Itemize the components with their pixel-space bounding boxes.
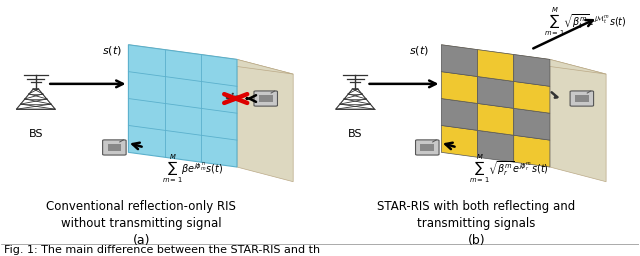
Text: without transmitting signal: without transmitting signal — [61, 217, 221, 230]
Polygon shape — [129, 45, 237, 167]
Bar — [575, 95, 589, 102]
Polygon shape — [477, 103, 514, 135]
Text: $\sum_{m=1}^{M}\sqrt{\beta_t^m}e^{j\mathcal{M}_t^m}s(t)$: $\sum_{m=1}^{M}\sqrt{\beta_t^m}e^{j\math… — [544, 6, 627, 38]
Polygon shape — [514, 81, 550, 113]
Polygon shape — [442, 125, 477, 157]
Polygon shape — [442, 72, 477, 103]
Text: $s(t)$: $s(t)$ — [409, 44, 429, 57]
Polygon shape — [514, 108, 550, 140]
Text: Conventional reflection-only RIS: Conventional reflection-only RIS — [46, 200, 236, 213]
Polygon shape — [442, 45, 477, 77]
Text: (b): (b) — [468, 233, 485, 247]
Text: (a): (a) — [132, 233, 150, 247]
Polygon shape — [477, 50, 514, 81]
FancyBboxPatch shape — [254, 91, 278, 106]
Text: transmitting signals: transmitting signals — [417, 217, 536, 230]
FancyBboxPatch shape — [415, 140, 439, 155]
Text: $\sum_{m=1}^{M}\beta e^{j\phi_m^n}s(t)$: $\sum_{m=1}^{M}\beta e^{j\phi_m^n}s(t)$ — [163, 152, 223, 185]
Bar — [259, 95, 273, 102]
FancyBboxPatch shape — [570, 91, 593, 106]
Polygon shape — [129, 45, 293, 74]
Polygon shape — [550, 59, 606, 182]
Text: $s(t)$: $s(t)$ — [102, 44, 122, 57]
Bar — [108, 144, 121, 151]
Text: Fig. 1: The main difference between the STAR-RIS and th: Fig. 1: The main difference between the … — [4, 245, 320, 255]
Polygon shape — [442, 99, 477, 130]
Polygon shape — [477, 77, 514, 108]
Polygon shape — [237, 59, 293, 182]
Polygon shape — [514, 135, 550, 167]
Text: STAR-RIS with both reflecting and: STAR-RIS with both reflecting and — [378, 200, 575, 213]
Polygon shape — [477, 130, 514, 162]
Text: $\sum_{m=1}^{M}\sqrt{\beta_r^m}e^{j\phi_r^m}s(t)$: $\sum_{m=1}^{M}\sqrt{\beta_r^m}e^{j\phi_… — [468, 152, 548, 185]
Text: BS: BS — [348, 129, 362, 139]
Bar — [420, 144, 434, 151]
Polygon shape — [514, 55, 550, 86]
Text: BS: BS — [29, 129, 43, 139]
FancyBboxPatch shape — [102, 140, 126, 155]
Polygon shape — [442, 45, 606, 74]
